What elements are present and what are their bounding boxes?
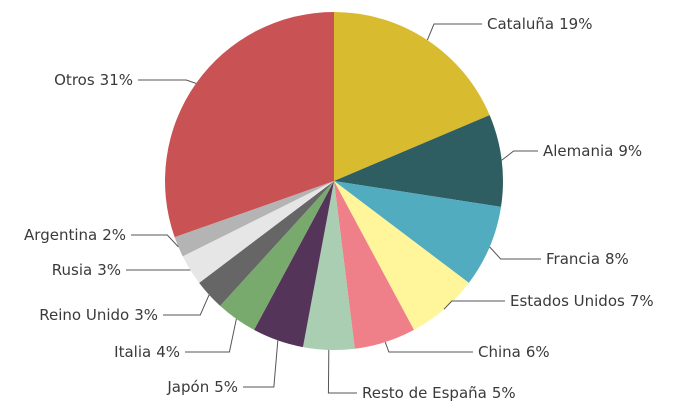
slice-label: China 6% [478, 343, 550, 361]
pie-slice [182, 181, 334, 283]
slice-value: 5% [492, 384, 516, 402]
slice-value: 7% [630, 292, 654, 310]
pie-slice [334, 115, 503, 207]
leader-line [384, 341, 473, 353]
slice-label: Estados Unidos 7% [510, 292, 654, 310]
pie-slice [174, 181, 334, 257]
slice-name: Italia [114, 343, 151, 361]
slice-value: 4% [156, 343, 180, 361]
slice-value: 8% [605, 250, 629, 268]
slice-label: Italia 4% [114, 343, 180, 361]
pie-slice [254, 181, 334, 348]
slice-label: Reino Unido 3% [39, 306, 158, 324]
slice-label: Resto de España 5% [362, 384, 516, 402]
slice-label: Cataluña 19% [487, 15, 592, 33]
leader-line [131, 234, 179, 248]
slice-name: Resto de España [362, 384, 487, 402]
slice-label: Alemania 9% [543, 142, 642, 160]
slice-label: Otros 31% [54, 71, 133, 89]
slice-name: Otros [54, 71, 95, 89]
slice-value: 31% [100, 71, 133, 89]
slice-name: Rusia [52, 261, 92, 279]
leader-line [185, 318, 237, 353]
slice-value: 3% [134, 306, 158, 324]
slice-label: Japón 5% [166, 378, 238, 396]
leader-line [489, 246, 541, 260]
slice-name: Estados Unidos [510, 292, 625, 310]
leader-line [327, 349, 357, 394]
pie-slice [164, 12, 334, 238]
leader-line [138, 79, 197, 84]
slice-value: 2% [102, 226, 126, 244]
slice-label: Argentina 2% [24, 226, 126, 244]
pie-slice [334, 181, 414, 349]
leader-line [443, 300, 505, 310]
slice-label: Francia 8% [546, 250, 629, 268]
slice-name: Alemania [543, 142, 613, 160]
slice-name: Japón [166, 378, 209, 396]
slice-value: 19% [559, 15, 592, 33]
slice-value: 3% [97, 261, 121, 279]
slice-name: Argentina [24, 226, 97, 244]
pie-slice [302, 181, 355, 351]
slice-name: Reino Unido [39, 306, 129, 324]
leader-line [243, 340, 279, 388]
leader-line [163, 294, 210, 316]
slice-value: 6% [526, 343, 550, 361]
pie-slice [334, 181, 501, 283]
slice-value: 5% [214, 378, 238, 396]
slice-label: Rusia 3% [52, 261, 121, 279]
slice-name: Cataluña [487, 15, 554, 33]
pie-slice [334, 181, 469, 330]
slice-value: 9% [618, 142, 642, 160]
leader-line [501, 150, 538, 161]
slice-name: Francia [546, 250, 600, 268]
pie-slice [220, 181, 334, 330]
slice-name: China [478, 343, 521, 361]
pie-slice [199, 181, 334, 306]
leader-line [426, 23, 482, 41]
pie-slice [334, 12, 490, 181]
